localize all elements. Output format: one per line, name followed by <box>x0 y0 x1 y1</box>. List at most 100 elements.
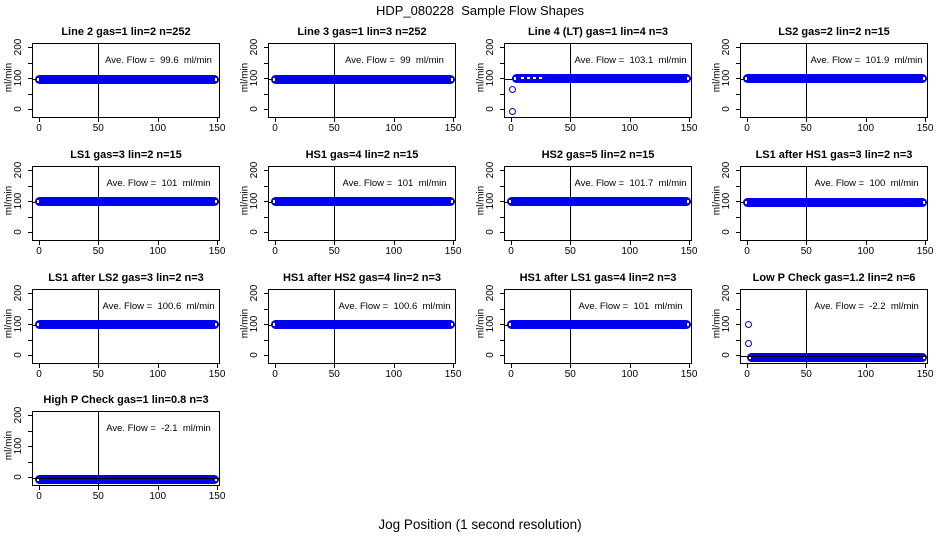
ave-flow-annotation: Ave. Flow = 100.6 ml/min <box>338 301 451 312</box>
ave-flow-annotation: Ave. Flow = 101.7 ml/min <box>574 178 687 189</box>
band-end-notch <box>215 323 217 327</box>
x-tick-label: 0 <box>508 123 514 134</box>
x-tick-label: 0 <box>36 246 42 257</box>
y-tick-mark <box>28 293 32 294</box>
x-tick-label: 50 <box>564 123 576 134</box>
y-tick-mark <box>28 170 32 171</box>
y-tick-mark <box>736 170 740 171</box>
vertical-reference-line <box>98 412 99 485</box>
panel-title: LS1 after HS1 gas=3 lin=2 n=3 <box>755 149 913 161</box>
y-tick-label: 100 <box>13 192 24 210</box>
y-tick-mark <box>264 109 268 110</box>
plot-box: Ave. Flow = 99 ml/min <box>268 43 456 118</box>
horizontal-reference-line <box>741 356 927 357</box>
ave-flow-annotation: Ave. Flow = 103.1 ml/min <box>574 55 687 66</box>
y-tick-mark <box>736 216 740 218</box>
band-gap-dash <box>532 76 536 79</box>
ave-flow-annotation: Ave. Flow = 101 ml/min <box>106 178 211 189</box>
plot-box: Ave. Flow = 100.6 ml/min <box>268 289 456 364</box>
x-tick-label: 150 <box>444 246 462 257</box>
plot-box: Ave. Flow = 101 ml/min <box>32 166 220 241</box>
x-tick-label: 100 <box>385 369 403 380</box>
flow-panel: Line 2 gas=1 lin=2 n=252 ml/min Ave. Flo… <box>4 25 242 147</box>
y-tick-label: 100 <box>13 437 24 455</box>
x-tick-label: 100 <box>149 491 167 502</box>
x-tick-label: 150 <box>208 369 226 380</box>
outlier-point <box>508 86 516 93</box>
x-tick-label: 50 <box>92 491 104 502</box>
y-tick-label: 0 <box>485 106 496 112</box>
horizontal-reference-line <box>33 478 219 479</box>
plot-box: Ave. Flow = -2.1 ml/min <box>32 411 220 486</box>
band-end-notch <box>37 200 39 204</box>
y-tick-mark <box>736 232 740 233</box>
band-end-notch <box>37 77 39 81</box>
band-end-notch <box>745 200 747 204</box>
x-tick-label: 100 <box>149 369 167 380</box>
y-tick-mark <box>28 216 32 218</box>
y-tick-label: 0 <box>13 474 24 480</box>
outlier-point <box>508 108 516 116</box>
x-tick-mark <box>570 241 572 245</box>
panel-title: LS1 after LS2 gas=3 lin=2 n=3 <box>48 272 204 284</box>
x-tick-label: 0 <box>744 123 750 134</box>
x-tick-label: 100 <box>149 123 167 134</box>
flow-panel: HS1 after LS1 gas=4 lin=2 n=3 ml/min Ave… <box>476 271 714 393</box>
ave-flow-annotation: Ave. Flow = -2.2 ml/min <box>814 301 919 312</box>
band-end-notch <box>273 77 275 81</box>
x-tick-mark <box>747 118 748 122</box>
x-tick-label: 0 <box>272 246 278 257</box>
ave-flow-annotation: Ave. Flow = 101.9 ml/min <box>810 55 923 66</box>
x-tick-mark <box>806 118 808 122</box>
band-end-notch <box>687 199 689 203</box>
x-tick-mark <box>157 364 159 368</box>
x-tick-label: 50 <box>328 369 340 380</box>
y-tick-label: 200 <box>13 406 24 424</box>
x-tick-label: 0 <box>272 123 278 134</box>
outlier-point <box>744 320 752 328</box>
x-tick-label: 150 <box>444 123 462 134</box>
band-end-notch <box>745 76 747 80</box>
y-tick-mark <box>736 201 740 202</box>
x-tick-label: 100 <box>857 369 875 380</box>
x-tick-label: 150 <box>680 369 698 380</box>
x-tick-label: 0 <box>744 246 750 257</box>
x-tick-mark <box>806 364 808 368</box>
x-tick-label: 150 <box>680 123 698 134</box>
x-tick-label: 50 <box>92 246 104 257</box>
data-point-band <box>507 320 691 330</box>
x-tick-mark <box>393 364 395 368</box>
y-tick-mark <box>500 109 504 110</box>
x-tick-label: 150 <box>916 123 934 134</box>
y-tick-label: 200 <box>721 284 732 302</box>
x-tick-label: 0 <box>508 369 514 380</box>
y-tick-label: 200 <box>721 38 732 56</box>
y-tick-mark <box>736 47 740 48</box>
plot-box: Ave. Flow = 101 ml/min <box>504 289 692 364</box>
band-end-notch <box>215 77 217 81</box>
y-tick-mark <box>28 201 32 202</box>
x-tick-label: 50 <box>800 123 812 134</box>
y-tick-mark <box>28 93 32 95</box>
flow-panel: Line 4 (LT) gas=1 lin=4 n=3 ml/min Ave. … <box>476 25 714 147</box>
x-tick-label: 50 <box>92 123 104 134</box>
y-tick-label: 100 <box>249 69 260 87</box>
plot-box: Ave. Flow = 100.6 ml/min <box>32 289 220 364</box>
data-point-band <box>35 475 219 484</box>
y-tick-label: 200 <box>249 38 260 56</box>
x-tick-mark <box>629 364 631 368</box>
y-tick-mark <box>500 216 504 218</box>
plot-box: Ave. Flow = 103.1 ml/min <box>504 43 692 118</box>
y-tick-label: 0 <box>721 229 732 235</box>
x-tick-label: 50 <box>92 369 104 380</box>
y-tick-mark <box>264 93 268 95</box>
y-tick-label: 0 <box>721 106 732 112</box>
x-tick-label: 150 <box>916 369 934 380</box>
y-tick-mark <box>500 93 504 95</box>
x-tick-mark <box>865 241 867 245</box>
y-tick-mark <box>500 185 504 187</box>
y-tick-label: 100 <box>721 192 732 210</box>
y-tick-label: 0 <box>721 352 732 358</box>
y-tick-label: 200 <box>485 38 496 56</box>
